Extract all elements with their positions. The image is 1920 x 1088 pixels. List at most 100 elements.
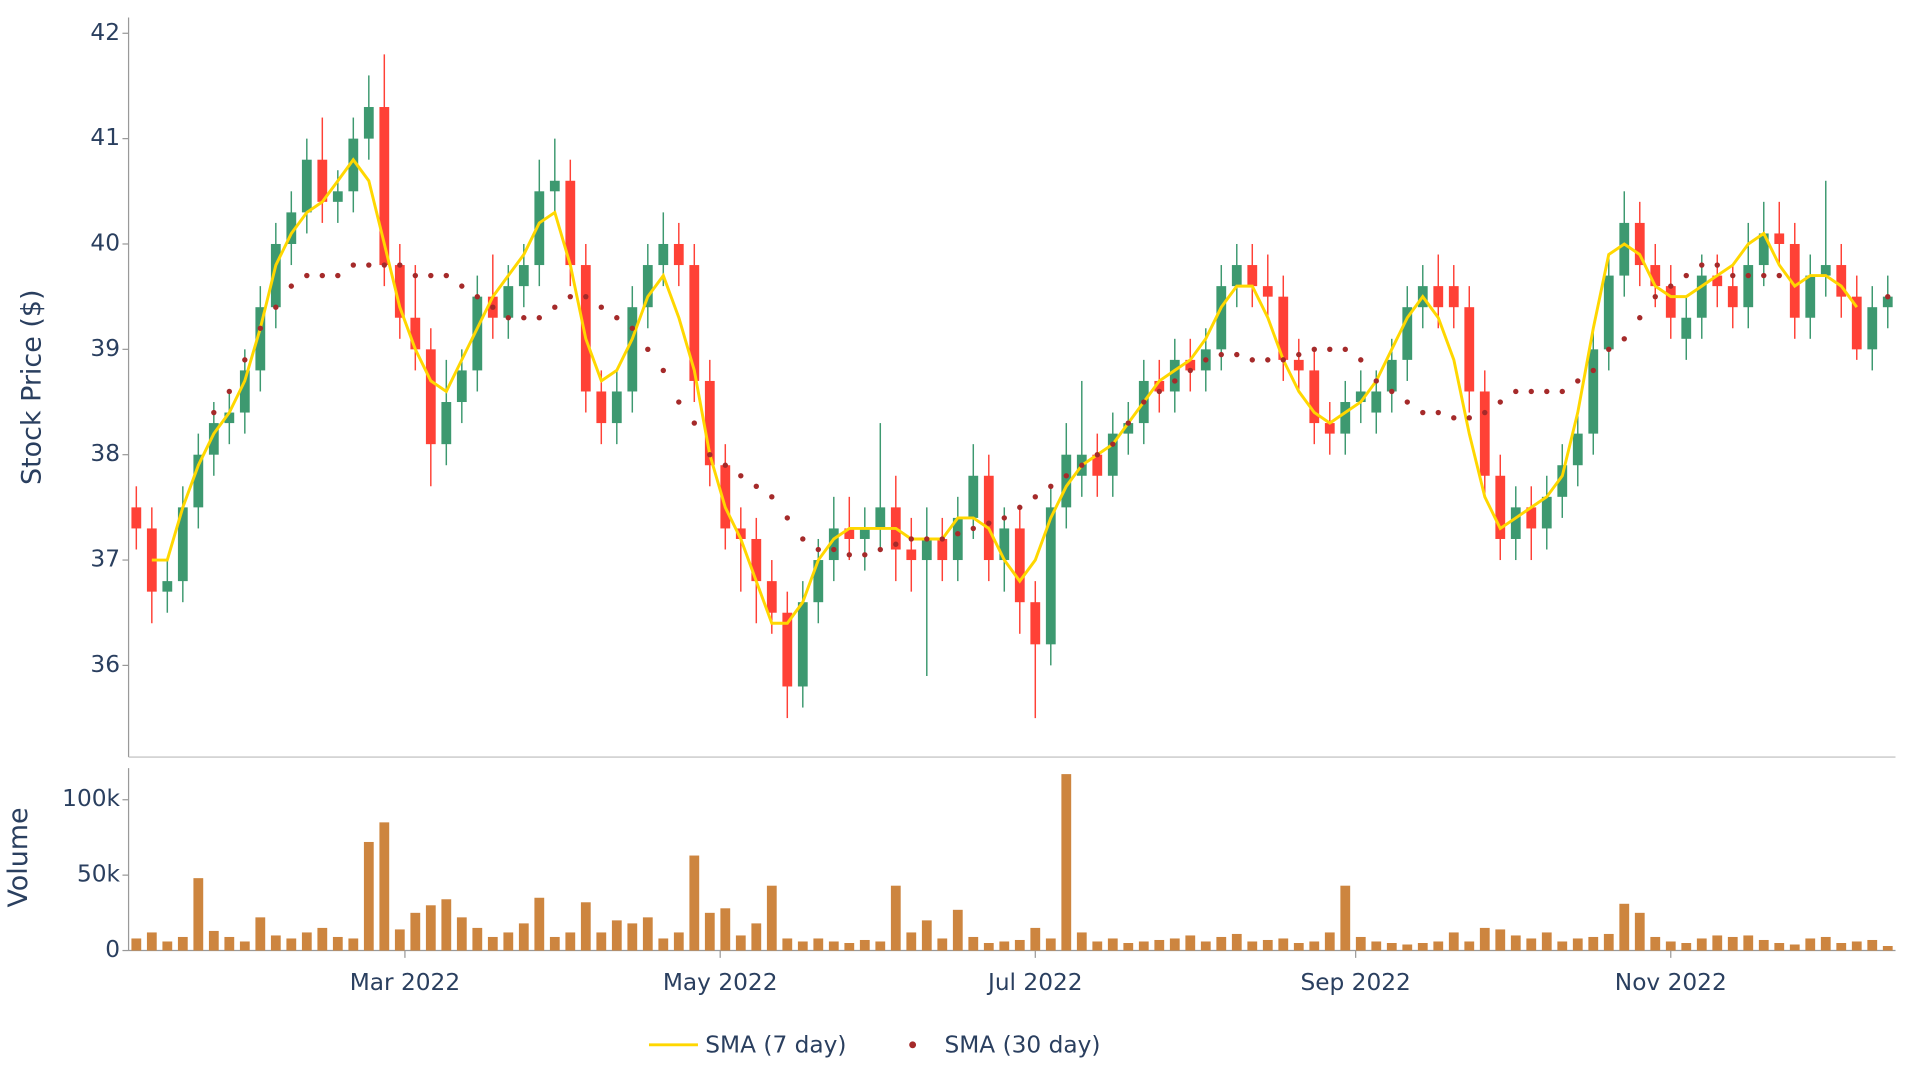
volume-bar xyxy=(1867,939,1878,951)
sma-dot xyxy=(877,546,883,553)
candle-body xyxy=(1278,296,1289,360)
candle-body xyxy=(968,475,979,518)
volume-bar xyxy=(1495,929,1506,951)
candle-body xyxy=(1696,275,1707,318)
x-tick-label: Sep 2022 xyxy=(1300,969,1410,996)
candle-body xyxy=(1092,454,1103,476)
volume-bar xyxy=(859,939,870,951)
sma-dot xyxy=(1280,357,1286,363)
sma-dot xyxy=(1342,346,1348,353)
candle-body xyxy=(1045,507,1056,645)
sma-dot xyxy=(629,325,635,331)
candle-body xyxy=(239,370,250,413)
volume-bar xyxy=(720,908,731,951)
sma-dot xyxy=(753,483,759,489)
sma-dot xyxy=(567,293,573,300)
sma-dot xyxy=(1358,357,1364,363)
sma-dot xyxy=(1373,378,1379,384)
volume-bar xyxy=(1526,938,1537,951)
volume-bar xyxy=(999,941,1010,951)
candle-body xyxy=(332,191,343,202)
candle-body xyxy=(658,243,669,266)
volume-bar xyxy=(735,935,746,951)
sma-dot xyxy=(459,283,465,289)
volume-bar xyxy=(1371,941,1382,951)
volume-bar xyxy=(580,902,591,951)
sma-dot xyxy=(1699,262,1705,268)
sma-dot xyxy=(1172,378,1178,384)
volume-bar xyxy=(239,941,250,951)
sma-dot xyxy=(1745,272,1751,279)
volume-bar xyxy=(844,942,855,951)
volume-bar xyxy=(1882,946,1893,951)
volume-bar xyxy=(1433,941,1444,951)
volume-bar xyxy=(1603,933,1614,951)
sma-dot xyxy=(1885,293,1891,300)
volume-bar xyxy=(1402,944,1413,951)
y-axis-title: Volume xyxy=(3,807,34,907)
sma-dot xyxy=(1761,272,1767,279)
candle-body xyxy=(859,528,870,539)
volume-bar xyxy=(658,938,669,951)
sma-dot xyxy=(1001,515,1007,521)
sma-dot xyxy=(1513,388,1519,395)
x-tick-label: May 2022 xyxy=(663,969,778,996)
candle-body xyxy=(286,212,297,244)
candle-body xyxy=(1185,359,1196,371)
sma-dot xyxy=(800,536,806,542)
candle-body xyxy=(1836,265,1847,297)
volume-bar xyxy=(1231,933,1242,951)
volume-bar xyxy=(673,932,684,951)
candle-body xyxy=(146,528,157,592)
volume-bar xyxy=(1696,938,1707,951)
sma-dot xyxy=(1187,367,1193,374)
candle-body xyxy=(1169,359,1180,392)
candle-body xyxy=(689,265,700,381)
sma-dot xyxy=(288,283,295,289)
volume-bar xyxy=(596,932,607,951)
sma-dot xyxy=(738,473,744,479)
sma-dot xyxy=(955,531,961,537)
volume-bar xyxy=(518,923,529,951)
sma-dot xyxy=(722,462,728,468)
y-tick-label: 0 xyxy=(105,936,120,963)
candle-body xyxy=(363,107,374,139)
sma-dot xyxy=(614,315,620,321)
sma-dot xyxy=(1544,388,1550,395)
sma-dot xyxy=(1652,293,1658,300)
sma-dot xyxy=(226,388,233,395)
volume-bar xyxy=(162,941,173,951)
volume-bar xyxy=(1185,935,1196,951)
volume-bar xyxy=(1774,942,1785,951)
sma-dot xyxy=(381,262,388,268)
sma-dot xyxy=(1559,388,1565,395)
volume-bar xyxy=(1820,936,1831,951)
candle-body xyxy=(1820,265,1831,276)
sma-dot xyxy=(1032,494,1038,500)
legend-text: SMA (7 day) xyxy=(705,1032,846,1059)
sma-dot xyxy=(319,272,326,279)
candle-body xyxy=(1293,359,1304,371)
volume-bar xyxy=(1262,939,1273,951)
volume-bar xyxy=(1061,774,1072,951)
volume-bar xyxy=(1681,942,1692,951)
volume-bar xyxy=(813,938,824,951)
volume-bar xyxy=(1851,941,1862,951)
y-tick-label: 100k xyxy=(62,785,120,812)
sma-dot xyxy=(862,552,868,558)
candle-body xyxy=(379,107,390,266)
candle-body xyxy=(642,265,653,308)
sma-dot xyxy=(986,520,992,526)
volume-bar xyxy=(1014,939,1025,951)
candle-body xyxy=(1231,265,1242,287)
volume-bar xyxy=(441,899,452,951)
y-tick-label: 38 xyxy=(90,440,120,467)
sma-dot xyxy=(366,262,372,268)
candle-body xyxy=(983,475,994,561)
candle-body xyxy=(1603,275,1614,350)
candle-body xyxy=(797,602,808,687)
sma-dot xyxy=(831,546,837,553)
volume-bar xyxy=(534,897,545,951)
sma-dot xyxy=(1048,483,1054,489)
